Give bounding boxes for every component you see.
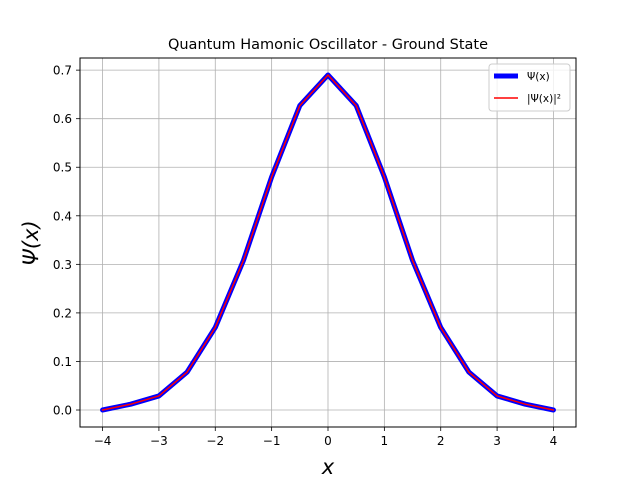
y-tick-label: 0.4 xyxy=(53,209,72,223)
x-tick-label: 4 xyxy=(550,434,558,448)
legend-label-1: |Ψ(x)|² xyxy=(527,93,561,105)
x-tick-label: 2 xyxy=(437,434,445,448)
legend: Ψ(x) |Ψ(x)|² xyxy=(488,63,571,112)
y-tick-label: 0.1 xyxy=(53,355,72,369)
y-tick-label: 0.0 xyxy=(53,404,72,418)
y-axis-label: Ψ(x) xyxy=(19,220,43,265)
x-tick-label: −1 xyxy=(263,434,281,448)
y-tick-label: 0.3 xyxy=(53,258,72,272)
x-axis-label: x xyxy=(321,455,335,479)
chart-title: Quantum Hamonic Oscillator - Ground Stat… xyxy=(168,37,488,53)
x-ticks: −4 −3 −2 −1 0 1 2 3 4 xyxy=(94,427,558,448)
series-layer xyxy=(100,72,556,413)
x-tick-label: 1 xyxy=(381,434,389,448)
y-tick-label: 0.7 xyxy=(53,64,72,78)
legend-label-0: Ψ(x) xyxy=(527,71,550,83)
grid xyxy=(80,58,576,427)
x-tick-label: −3 xyxy=(150,434,168,448)
y-tick-label: 0.6 xyxy=(53,112,72,126)
series-line-1 xyxy=(101,74,555,411)
x-tick-label: 0 xyxy=(324,434,332,448)
y-tick-label: 0.2 xyxy=(53,306,72,320)
x-tick-label: −2 xyxy=(206,434,224,448)
y-ticks: 0.0 0.1 0.2 0.3 0.4 0.5 0.6 0.7 xyxy=(53,64,80,418)
x-tick-label: −4 xyxy=(94,434,112,448)
x-tick-label: 3 xyxy=(493,434,501,448)
y-tick-label: 0.5 xyxy=(53,161,72,175)
